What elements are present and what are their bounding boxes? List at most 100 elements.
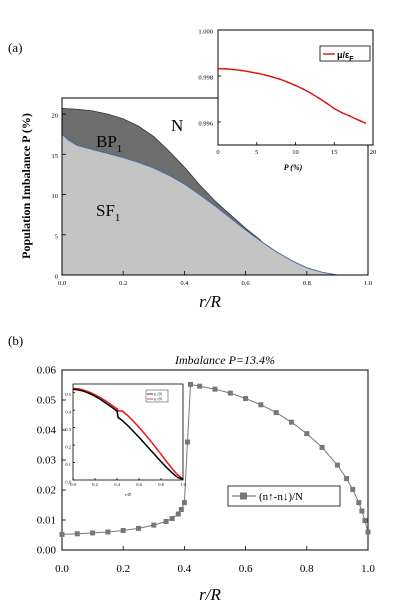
panel-b-x-tick-label: 0.0 <box>55 563 69 575</box>
inset-b-x-tick-label: 1.0 <box>180 482 186 487</box>
mu-over-epsf-point <box>356 118 359 121</box>
density-diff-point <box>212 386 218 392</box>
panel-b-y-tick-label: 0.05 <box>37 395 57 407</box>
mu-over-epsf-point <box>279 78 281 81</box>
panel-b-y-tick-label: 0.02 <box>37 485 56 497</box>
panel-b-legend-box <box>227 485 341 507</box>
inset-a-legend-text: μ/εF <box>337 50 354 63</box>
panel-b-x-tick-label: 0.6 <box>239 563 253 575</box>
density-diff-point <box>243 396 249 401</box>
inset-b-legend-down-text: n↓/N <box>154 392 162 397</box>
density-diff-point <box>258 402 264 408</box>
sf-region-label: SF1 <box>96 201 120 224</box>
density-diff-point <box>359 508 365 514</box>
density-diff-point <box>289 419 294 425</box>
density-diff-point <box>356 500 362 506</box>
density-diff-point <box>90 530 96 536</box>
density-diff-point <box>105 529 111 535</box>
panel-b-y-tick-label: 0.01 <box>37 515 56 527</box>
panel-b-legend: (n↑-n↓)/N <box>227 485 341 507</box>
inset-b-x-axis-label: r/R <box>125 492 131 497</box>
mu-over-epsf-point <box>348 115 351 117</box>
mu-over-epsf-point <box>232 68 235 71</box>
density-diff-point <box>163 519 169 524</box>
density-diff-point <box>151 522 157 528</box>
panel-a-plot: 0.0 0.2 0.4 0.6 0.8 1.0 0 5 10 15 20 <box>52 97 372 287</box>
inset-b-legend-up-text: n↑/N <box>154 397 162 402</box>
density-diff-point <box>227 390 233 396</box>
mu-over-epsf-line <box>217 67 366 124</box>
inset-a-y-tick-label: 1.000 <box>198 29 213 36</box>
inset-b-x-tick-label: 0.4 <box>114 482 120 487</box>
panel-b-inset: 0.0 0.2 0.4 0.6 0.8 1.0 0.0 0.1 0.2 0.3 0.4 0.5 n↓… <box>65 383 187 497</box>
inset-a-x-tick-label: 20 <box>370 149 377 156</box>
panel-a-x-tick-label: 1.0 <box>364 280 372 287</box>
inset-a-x-tick-label: 15 <box>331 149 338 156</box>
panel-b-x-axis-label: r/R <box>199 585 221 604</box>
inset-b-x-tick-label: 0.0 <box>70 482 76 487</box>
panel-a-x-tick-label: 0.8 <box>303 280 311 287</box>
panel-b-x-tick-label: 0.4 <box>178 563 192 575</box>
density-diff-point <box>273 410 279 416</box>
n-region-label: N <box>171 116 183 135</box>
inset-b-up-line <box>72 387 184 480</box>
inset-a-y-tick-label: 0.998 <box>198 75 213 82</box>
sf1-area <box>61 133 338 276</box>
panel-b-y-tick-label: 0.06 <box>37 365 57 377</box>
mu-over-epsf-point <box>294 84 297 87</box>
density-diff-point <box>350 486 356 492</box>
density-diff-point <box>197 383 203 389</box>
panel-b-plot: 0.0 0.2 0.4 0.6 0.8 1.0 0.00 0.01 0.02 0.03 0.04 0… <box>37 365 376 576</box>
imbalance-annotation: Imbalance P=13.4% <box>174 353 275 367</box>
density-diff-point <box>175 511 181 517</box>
density-diff-point <box>184 439 190 445</box>
density-diff-point <box>188 381 194 387</box>
panel-a-x-tick-label: 0.0 <box>58 280 66 287</box>
inset-a-x-tick-label: 0 <box>216 149 219 156</box>
panel-b-y-tick-label: 0.00 <box>37 545 57 557</box>
panel-a-x-axis-label: r/R <box>199 292 221 311</box>
mu-over-epsf-point <box>240 69 243 72</box>
density-diff-point <box>304 431 310 437</box>
panel-a-frame <box>61 97 369 276</box>
density-diff-point <box>181 500 187 506</box>
mu-over-epsf-point <box>255 72 258 75</box>
inset-a-x-axis-label: P (%) <box>284 163 303 172</box>
panel-b-y-tick-label: 0.03 <box>37 455 57 467</box>
mu-over-epsf-point <box>325 102 328 105</box>
inset-b-x-tick-label: 0.8 <box>158 482 164 487</box>
mu-over-epsf-point <box>310 92 312 95</box>
density-diff-point <box>334 462 340 468</box>
panel-a-inset: 0 5 10 15 20 0.996 0.998 1.000 μ/εF P (%) <box>198 29 376 173</box>
mu-over-epsf-point <box>364 122 367 124</box>
inset-a-legend-box <box>319 45 371 62</box>
bp-region-label: BP1 <box>96 132 122 155</box>
mu-over-epsf-point <box>271 76 274 78</box>
mu-over-epsf-point <box>302 88 305 91</box>
inset-a-x-tick-label: 5 <box>255 149 258 156</box>
panel-a-x-tick-label: 0.4 <box>180 280 189 287</box>
panel-a-x-tick-label: 0.6 <box>242 280 251 287</box>
panel-a-y-tick-label: 0 <box>55 274 58 281</box>
panel-b-legend-text: (n↑-n↓)/N <box>259 491 303 503</box>
panel-a-label: (a) <box>8 40 22 55</box>
panel-a-y-tick-label: 15 <box>52 153 59 160</box>
mu-over-epsf-point <box>263 73 266 76</box>
panel-a-y-tick-label: 20 <box>52 113 59 120</box>
density-diff-point <box>74 531 80 537</box>
inset-b-y-tick-label: 0.3 <box>65 427 71 432</box>
inset-a-legend: μ/εF <box>319 45 371 63</box>
panel-a-y-tick-label: 5 <box>55 233 58 240</box>
inset-a-y-tick-label: 0.996 <box>198 121 213 128</box>
mu-over-epsf-point <box>317 97 320 99</box>
panel-b-y-tick-label: 0.04 <box>37 425 57 437</box>
panel-b-x-tick-label: 1.0 <box>361 563 375 575</box>
mu-over-epsf-point <box>333 107 336 110</box>
density-diff-point <box>344 476 350 482</box>
panel-b-x-tick-label: 0.8 <box>300 563 314 575</box>
inset-b-y-tick-label: 0.0 <box>65 480 71 485</box>
density-diff-point <box>362 518 368 524</box>
inset-b-y-tick-label: 0.4 <box>65 410 71 415</box>
inset-b-down-line <box>72 388 184 481</box>
inset-b-legend: n↓/N n↑/N <box>145 389 169 403</box>
